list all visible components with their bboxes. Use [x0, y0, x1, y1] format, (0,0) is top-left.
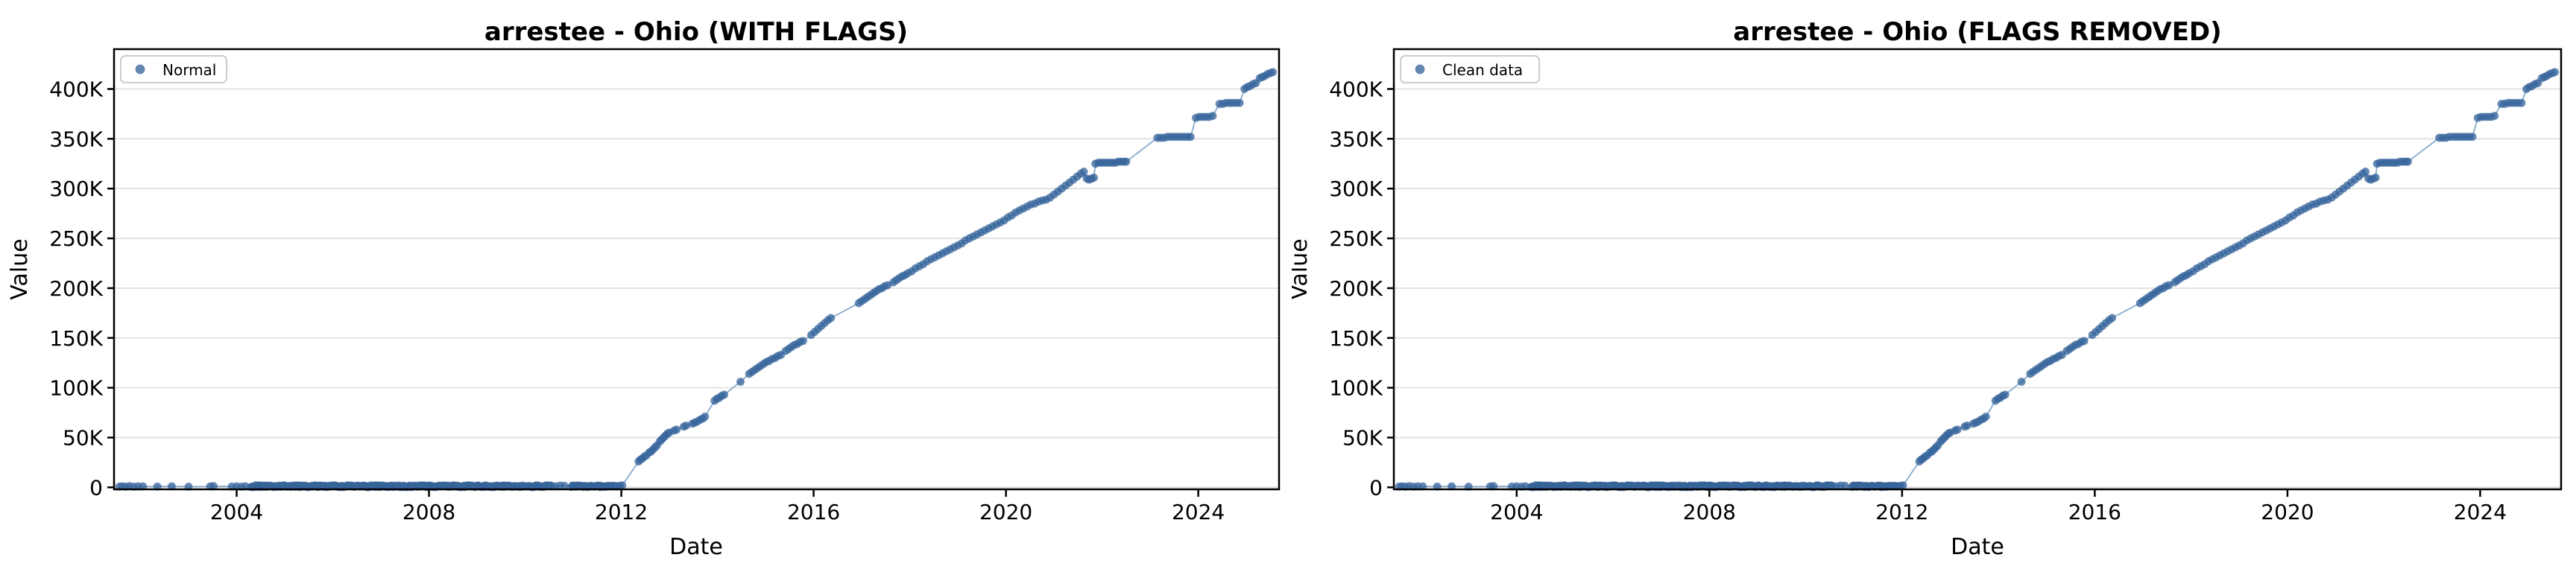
- y-tick-label: 250K: [1329, 226, 1383, 251]
- data-point: [736, 377, 745, 387]
- data-point: [719, 390, 729, 399]
- y-tick-label: 200K: [49, 276, 103, 301]
- data-point: [2550, 68, 2560, 77]
- data-point: [701, 412, 710, 422]
- x-tick-label: 2024: [2454, 500, 2507, 524]
- x-tick-label: 2008: [1683, 500, 1736, 524]
- y-tick-label: 100K: [1329, 376, 1383, 401]
- data-point: [1208, 111, 1217, 121]
- x-tick-label: 2008: [402, 500, 455, 524]
- legend-marker-dot: [135, 64, 145, 74]
- data-point: [1122, 157, 1131, 166]
- data-point: [1418, 482, 1427, 491]
- legend: Normal: [120, 55, 227, 83]
- x-tick-label: 2004: [1490, 500, 1543, 524]
- data-point: [672, 425, 681, 434]
- legend-marker-dot: [1415, 64, 1425, 74]
- y-axis-label: Value: [7, 238, 33, 299]
- y-tick-label: 150K: [1329, 326, 1383, 351]
- data-point: [798, 337, 808, 346]
- data-point: [1235, 98, 1244, 107]
- x-axis-label: Date: [669, 534, 723, 560]
- y-tick-label: 300K: [49, 177, 103, 201]
- y-tick-label: 0: [89, 475, 103, 500]
- legend: Clean data: [1400, 55, 1541, 83]
- y-axis-label: Value: [1292, 238, 1313, 299]
- y-tick-label: 300K: [1329, 177, 1383, 201]
- y-tick-label: 350K: [49, 127, 103, 151]
- plot-border: [1392, 48, 2563, 491]
- chart-title: arrestee - Ohio (WITH FLAGS): [484, 17, 908, 47]
- data-point: [1953, 425, 1962, 434]
- data-point: [2001, 390, 2010, 399]
- y-tick-label: 200K: [1329, 276, 1383, 301]
- legend-label: Clean data: [1442, 61, 1523, 79]
- data-point: [2403, 157, 2413, 166]
- y-tick-label: 400K: [49, 77, 103, 101]
- legend-box: [1400, 55, 1541, 83]
- data-point: [1898, 481, 1907, 490]
- x-tick-label: 2012: [595, 500, 648, 524]
- data-point: [2371, 173, 2380, 182]
- data-point: [1268, 68, 1278, 77]
- x-tick-label: 2024: [1172, 500, 1225, 524]
- plot-border: [113, 48, 1281, 491]
- data-point: [1089, 173, 1099, 182]
- y-tick-label: 0: [1369, 475, 1383, 500]
- data-point: [827, 314, 836, 322]
- data-point: [2468, 133, 2477, 142]
- data-point: [2080, 337, 2089, 346]
- legend-label: Normal: [162, 61, 216, 79]
- x-tick-label: 2012: [1875, 500, 1928, 524]
- y-tick-label: 350K: [1329, 127, 1383, 151]
- y-tick-label: 50K: [1342, 425, 1383, 450]
- data-point: [1079, 167, 1088, 177]
- chart-with-flags: 2004 2008 2012 2016 2020 2024 0 50K 100K 150K 200K…: [7, 17, 1281, 560]
- data-point: [2107, 314, 2117, 322]
- x-tick-label: 2020: [979, 500, 1032, 524]
- x-axis-label: Date: [1951, 534, 2004, 560]
- y-tick-label: 250K: [49, 226, 103, 251]
- legend-box: [120, 55, 227, 83]
- data-point: [1981, 412, 1991, 422]
- x-tick-label: 2016: [2068, 500, 2121, 524]
- data-point: [2017, 377, 2026, 387]
- y-tick-label: 100K: [49, 376, 103, 401]
- x-tick-label: 2016: [787, 500, 840, 524]
- data-point: [618, 481, 627, 490]
- x-tick-label: 2020: [2261, 500, 2314, 524]
- y-tick-label: 50K: [63, 425, 104, 450]
- data-point: [2490, 111, 2499, 121]
- data-point: [139, 482, 148, 491]
- x-tick-label: 2004: [210, 500, 263, 524]
- y-tick-label: 400K: [1329, 77, 1383, 101]
- chart-flags-removed: 2004 2008 2012 2016 2020 2024 0 50K 100K 150K 200K…: [1292, 17, 2563, 560]
- data-point: [2361, 167, 2370, 177]
- data-point: [1186, 133, 1196, 142]
- y-tick-label: 150K: [49, 326, 103, 351]
- data-point: [2517, 98, 2526, 107]
- chart-title: arrestee - Ohio (FLAGS REMOVED): [1733, 17, 2221, 47]
